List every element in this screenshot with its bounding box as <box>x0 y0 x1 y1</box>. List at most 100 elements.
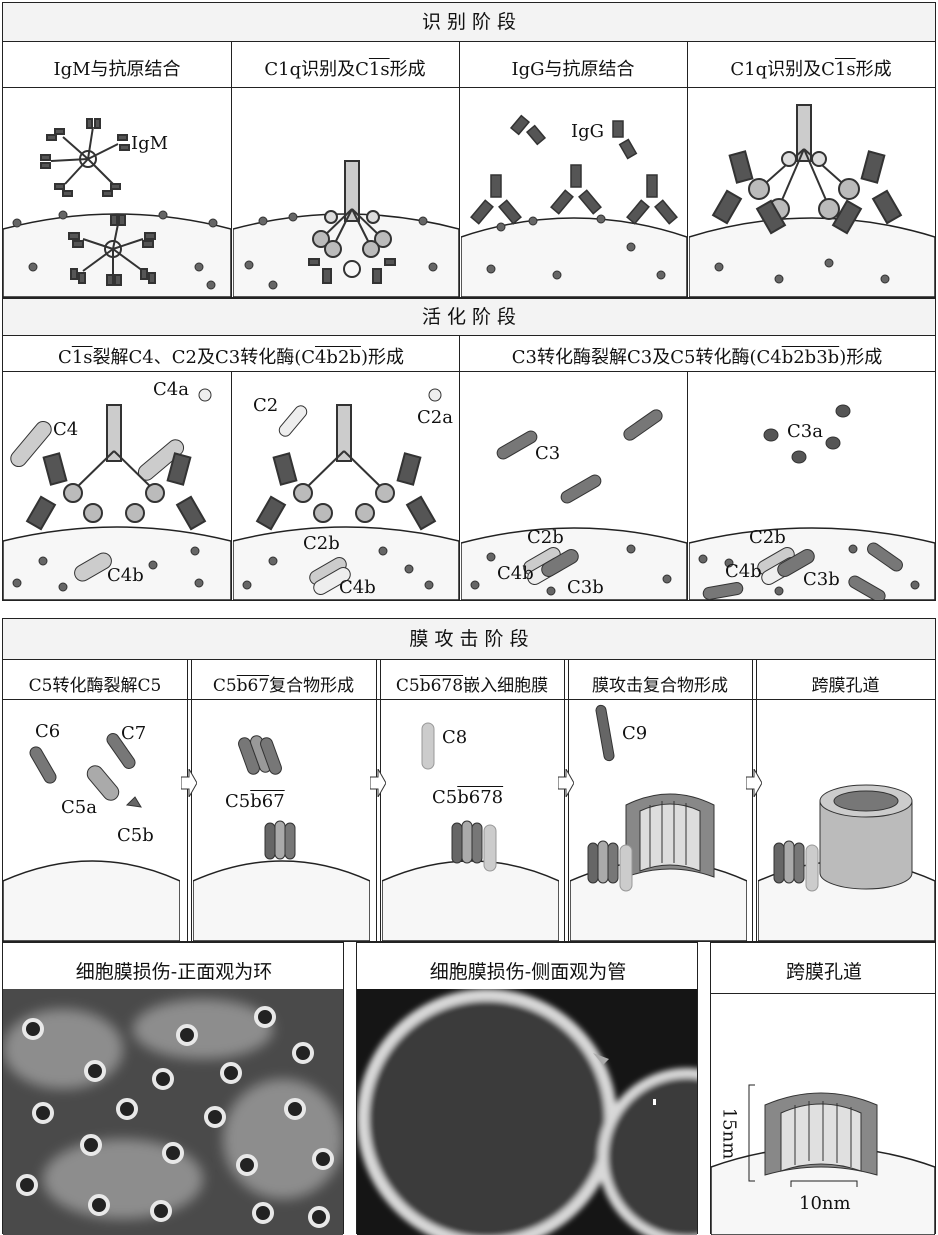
panel-divider <box>564 660 565 941</box>
caption-igg-binding: IgG与抗原结合 <box>511 59 635 80</box>
caption-divider <box>3 699 935 700</box>
micrograph-tubes <box>357 989 697 1235</box>
arrow-right-icon <box>181 769 197 797</box>
caption-front-view: 细胞膜损伤-正面观为环 <box>75 961 273 983</box>
panel-divider <box>459 42 460 297</box>
bottom-panel-pore-size: 跨膜孔道 15nm 10nm <box>710 942 936 1235</box>
c1q-igm-illustration <box>233 160 459 297</box>
arrow-right-icon <box>370 769 386 797</box>
pore-dimension-illustration <box>711 1084 935 1235</box>
panel-divider <box>231 372 232 600</box>
caption-c5b678-insertion: C5b678嵌入细胞膜 <box>395 676 549 696</box>
label-c2: C2 <box>253 395 279 416</box>
bottom-panel-side-view: 细胞膜损伤-侧面观为管 <box>356 942 698 1235</box>
igg-free-2 <box>612 120 638 160</box>
igg-free-1 <box>509 114 547 146</box>
caption-pore-size: 跨膜孔道 <box>785 961 862 983</box>
c5b678-illustration <box>382 722 559 941</box>
caption-c5b67-formation: C5b67复合物形成 <box>212 676 355 696</box>
label-c3b: C3b <box>567 577 604 598</box>
pore-dimension-diagram: 15nm 10nm <box>711 995 935 1235</box>
panel-divider <box>568 660 569 941</box>
label-igm: IgM <box>131 133 169 154</box>
caption-c1q-recognition-2: C1q识别及C1s形成 <box>730 59 892 80</box>
panel-c1q-igg <box>689 89 935 297</box>
label-15nm: 15nm <box>718 1107 740 1160</box>
panel-c5b678-insertion: C8 C5b678 <box>382 701 559 941</box>
caption-divider <box>711 993 935 994</box>
panel-c5-convertase: C3a C2b C4b C3b <box>689 373 935 600</box>
label-c4b: C4b <box>107 565 144 586</box>
label-10nm: 10nm <box>799 1193 851 1214</box>
caption-mac-formation: 膜攻击复合物形成 <box>592 676 728 696</box>
micrograph-rings <box>3 989 343 1235</box>
label-c4: C4 <box>53 419 79 440</box>
label-c5b: C5b <box>117 825 154 846</box>
panel-divider <box>380 660 381 941</box>
caption-divider <box>3 371 935 372</box>
caption-divider <box>3 87 935 88</box>
arrow-right-icon <box>558 769 574 797</box>
label-igg: IgG <box>571 121 605 142</box>
pore-illustration <box>758 784 935 941</box>
caption-c5-cleavage: C5转化酶裂解C5 <box>28 676 162 696</box>
pore-cylinder <box>819 784 913 890</box>
activation-title: 活 化 阶 段 <box>3 299 935 336</box>
label-c8: C8 <box>442 727 468 748</box>
caption-side-view: 细胞膜损伤-侧面观为管 <box>429 961 627 983</box>
activation-section: 活 化 阶 段 C1s裂解C4、C2及C3转化酶(C4b2b)形成 C3转化酶裂… <box>2 298 936 601</box>
panel-divider <box>687 42 688 297</box>
igg-bound-2 <box>550 164 602 215</box>
label-c2b: C2b <box>527 527 564 548</box>
caption-c1q-recognition-1: C1q识别及C1s形成 <box>264 59 426 80</box>
igm-illustration <box>3 118 231 297</box>
label-c2a: C2a <box>417 407 453 428</box>
label-c9: C9 <box>622 723 648 744</box>
panel-transmembrane-pore <box>758 701 935 941</box>
tube-projection <box>593 1053 609 1065</box>
mac-pore <box>625 793 715 878</box>
mac-illustration <box>570 704 747 941</box>
micrograph-tubes-image <box>357 989 697 1235</box>
igm-pentamer-bound <box>68 214 156 286</box>
c5-convertase-illustration <box>689 404 935 600</box>
arrow-right-icon <box>746 769 762 797</box>
panel-igm-binding: IgM <box>3 89 231 297</box>
panel-mac-formation: C9 <box>570 701 747 941</box>
panel-divider <box>187 660 188 941</box>
c5-cleavage-illustration <box>3 733 180 941</box>
panel-divider <box>687 372 688 600</box>
label-c5b678: C5b678 <box>432 787 504 808</box>
attack-section: 膜 攻 击 阶 段 C5转化酶裂解C5 C5b67复合物形成 C5b678嵌入细… <box>2 618 936 942</box>
panel-divider <box>376 660 377 941</box>
attack-title: 膜 攻 击 阶 段 <box>3 619 935 660</box>
panel-c5b67-formation: C5b67 <box>193 701 370 941</box>
igg-bound-3 <box>626 174 678 225</box>
label-c4a: C4a <box>153 379 189 400</box>
caption-igm-binding: IgM与抗原结合 <box>53 59 181 80</box>
label-c7: C7 <box>121 723 147 744</box>
label-c4b: C4b <box>725 561 762 582</box>
panel-c1q-igm <box>233 89 459 297</box>
label-c2b: C2b <box>303 533 340 554</box>
panel-c5-cleavage: C6 C7 C5a C5b <box>3 701 180 941</box>
c3-cleavage-illustration <box>461 409 687 600</box>
panel-c3-cleavage: C3 C2b C4b C3b <box>461 373 687 600</box>
label-c2b: C2b <box>749 527 786 548</box>
c2-cleavage-illustration <box>233 388 459 600</box>
caption-transmembrane-pore: 跨膜孔道 <box>811 676 880 696</box>
igm-pentamer-free <box>40 118 130 197</box>
label-c3: C3 <box>535 443 561 464</box>
panel-divider <box>231 42 232 297</box>
panel-c2-cleavage: C2 C2a C2b C4b <box>233 373 459 600</box>
label-c5b67: C5b67 <box>225 791 285 812</box>
label-c6: C6 <box>35 721 61 742</box>
label-c4b: C4b <box>497 563 534 584</box>
recognition-title: 识 别 阶 段 <box>3 3 935 42</box>
caption-c1s-cleaves-c4-c2: C1s裂解C4、C2及C3转化酶(C4b2b)形成 <box>58 347 404 368</box>
igg-illustration <box>461 114 687 297</box>
panel-divider <box>752 660 753 941</box>
label-c3a: C3a <box>787 421 823 442</box>
label-c4b: C4b <box>339 577 376 598</box>
label-c5a: C5a <box>61 797 97 818</box>
